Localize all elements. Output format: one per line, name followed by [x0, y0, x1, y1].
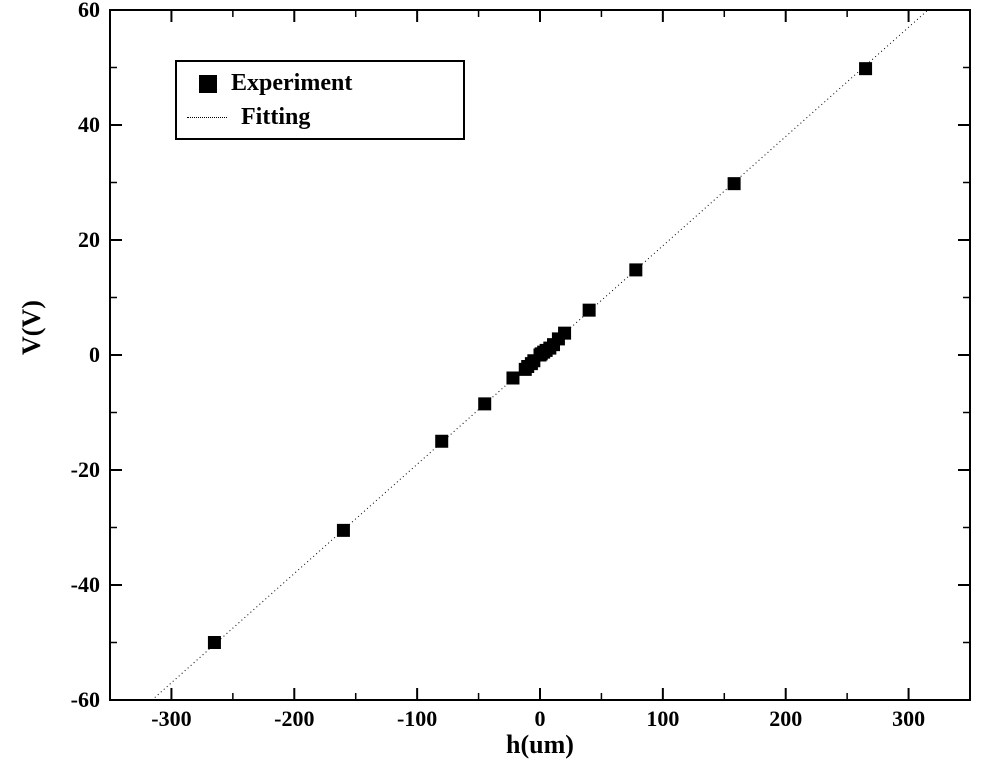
- legend-fitting-label: Fitting: [241, 104, 310, 131]
- square-marker-icon: [199, 75, 217, 93]
- x-axis-label: h(um): [506, 730, 574, 760]
- x-tick-label: 100: [646, 706, 679, 732]
- line-marker-icon: [187, 117, 227, 118]
- y-tick-label: -60: [71, 687, 100, 713]
- chart-root: V(V) h(um) -300-200-1000100200300 -60-40…: [0, 0, 989, 764]
- y-tick-label: 0: [89, 342, 100, 368]
- x-tick-label: -200: [274, 706, 314, 732]
- y-tick-label: -40: [71, 572, 100, 598]
- y-tick-label: 20: [78, 227, 100, 253]
- y-tick-label: 60: [78, 0, 100, 23]
- y-tick-label: -20: [71, 457, 100, 483]
- x-tick-label: 0: [535, 706, 546, 732]
- legend-box: Experiment Fitting: [175, 60, 465, 140]
- x-tick-label: 200: [769, 706, 802, 732]
- legend-item-fitting: Fitting: [187, 104, 310, 131]
- x-tick-label: 300: [892, 706, 925, 732]
- y-tick-label: 40: [78, 112, 100, 138]
- plot-svg: [0, 0, 989, 764]
- x-tick-label: -300: [151, 706, 191, 732]
- x-tick-label: -100: [397, 706, 437, 732]
- legend-item-experiment: Experiment: [199, 70, 352, 97]
- legend-experiment-label: Experiment: [231, 70, 352, 97]
- y-axis-label: V(V): [17, 300, 47, 355]
